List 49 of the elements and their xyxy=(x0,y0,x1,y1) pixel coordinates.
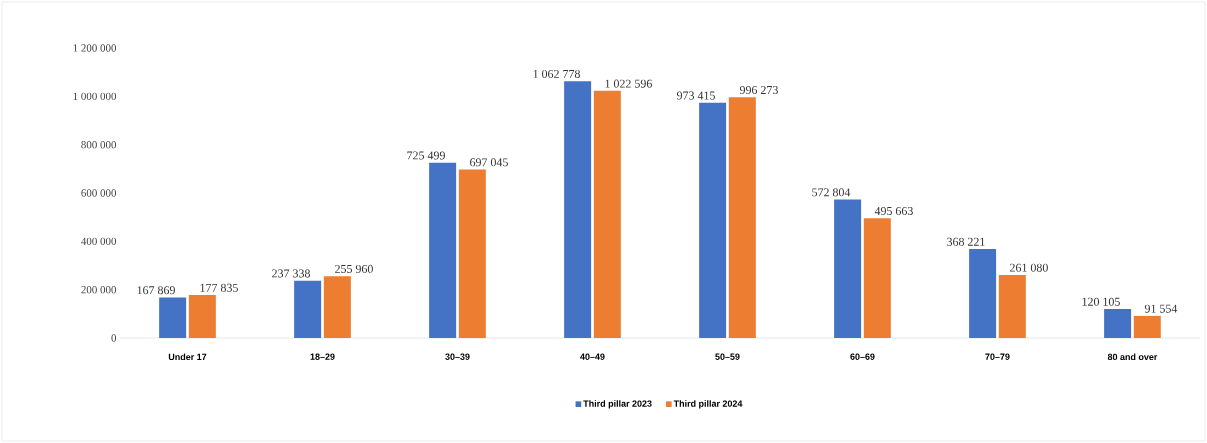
x-tick-label: 40–49 xyxy=(580,353,605,360)
data-label: 261 080 xyxy=(1010,263,1048,272)
bar xyxy=(294,280,322,338)
bar xyxy=(1133,315,1161,338)
y-tick-label: 600 000 xyxy=(81,189,117,197)
data-label: 725 499 xyxy=(407,151,445,160)
legend-label: Third pillar 2024 xyxy=(673,400,743,409)
legend-label: Third pillar 2023 xyxy=(583,400,652,409)
x-tick-label: 80 and over xyxy=(1107,353,1158,361)
bar xyxy=(998,274,1026,338)
data-label: 91 554 xyxy=(1144,304,1178,313)
bar xyxy=(458,169,486,338)
data-label: 973 415 xyxy=(676,91,715,100)
data-label: 177 835 xyxy=(200,283,238,292)
y-tick-label: 1 200 000 xyxy=(73,44,117,52)
x-tick-label: 18–29 xyxy=(310,353,335,360)
y-tick-label: 800 000 xyxy=(81,140,117,149)
y-tick-label: 1 000 000 xyxy=(73,92,117,101)
bar xyxy=(728,97,756,338)
data-label: 495 663 xyxy=(874,206,913,216)
y-tick-label: 0 xyxy=(111,334,117,342)
bar xyxy=(863,218,891,338)
y-tick-label: 200 000 xyxy=(81,285,117,294)
bar xyxy=(159,297,187,338)
x-tick-label: 60–69 xyxy=(850,353,875,360)
data-label: 255 960 xyxy=(335,264,373,273)
bar xyxy=(699,102,727,338)
bar xyxy=(834,199,862,338)
data-label: 120 105 xyxy=(1082,297,1120,306)
bar xyxy=(969,249,997,338)
data-label: 237 338 xyxy=(272,269,310,278)
data-label: 1 022 596 xyxy=(605,79,652,88)
bar xyxy=(323,276,351,338)
x-tick-label: 70–79 xyxy=(985,353,1010,360)
data-label: 368 221 xyxy=(947,237,985,246)
x-tick-label: 50–59 xyxy=(715,353,740,360)
y-tick-label: 400 000 xyxy=(81,237,117,246)
bar xyxy=(429,162,457,338)
data-label: 1 062 778 xyxy=(533,69,580,78)
data-label: 572 804 xyxy=(812,188,851,197)
bar xyxy=(564,81,592,338)
bar xyxy=(188,295,216,338)
data-label: 697 045 xyxy=(470,158,508,167)
x-tick-label: 30–39 xyxy=(445,353,470,360)
bar xyxy=(593,90,621,338)
data-label: 996 273 xyxy=(739,86,778,95)
data-label: 167 869 xyxy=(137,286,175,295)
x-tick-label: Under 17 xyxy=(168,353,207,361)
bar xyxy=(1104,308,1132,338)
